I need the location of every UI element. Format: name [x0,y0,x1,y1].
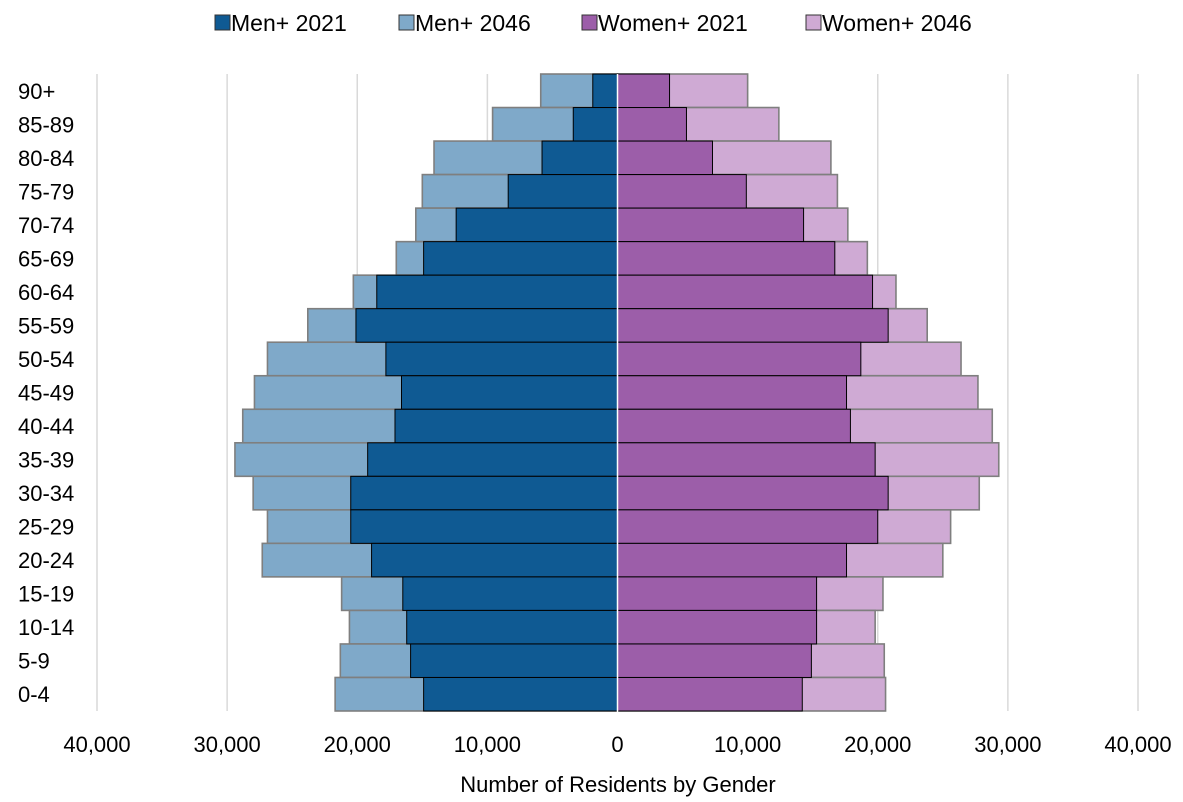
x-axis-tick-labels: 40,000 30,000 20,000 10,000 0 10,000 20,000 30,… [63,732,1171,757]
bar-womenplus-2021-70-74 [617,207,805,243]
bar-womenplus-2021-45-49 [617,375,848,410]
bar-womenplus-2021-40-44 [617,408,851,444]
y-tick-label-60-64: 60-64 [18,280,74,305]
bar-menplus-2021-90plus [592,73,618,109]
y-tick-label-25-29: 25-29 [18,515,74,540]
y-tick-label-40-44: 40-44 [18,414,74,439]
x-tick-label-1: 30,000 [193,732,260,757]
bar-womenplus-2021-65-69 [617,241,836,276]
y-tick-label-80-84: 80-84 [18,146,74,171]
bar-womenplus-2021-35-39 [617,442,876,477]
x-tick-label-4: 0 [611,732,623,757]
y-tick-label-90plus: 90+ [18,79,55,104]
x-tick-label-5: 10,000 [714,732,781,757]
bar-womenplus-2021-10-14 [617,609,818,645]
y-tick-label-70-74: 70-74 [18,213,74,238]
bar-womenplus-2021-15-19 [617,576,818,611]
legend-label-womenplus-2021: Women+ 2021 [598,10,748,36]
bar-womenplus-2021-60-64 [617,274,874,310]
legend-swatch-womenplus-2046 [805,14,822,31]
legend: Men+ 2021 Men+ 2046 Women+ 2021 Women+ 2046 [214,10,972,36]
x-tick-label-2: 20,000 [324,732,391,757]
legend-swatch-menplus-2021 [214,14,231,31]
x-axis-title: Number of Residents by Gender [460,772,776,797]
bar-menplus-2021-45-49 [400,375,618,410]
legend-label-menplus-2046: Men+ 2046 [415,10,531,36]
bar-menplus-2021-50-54 [385,341,618,377]
legend-swatch-womenplus-2021 [581,14,598,31]
bar-menplus-2021-80-84 [541,140,619,176]
y-tick-label-20-24: 20-24 [18,548,74,573]
bar-womenplus-2021-20-24 [617,542,848,578]
y-tick-label-55-59: 55-59 [18,313,74,338]
bar-womenplus-2021-75-79 [617,174,747,209]
bar-menplus-2021-55-59 [355,308,618,343]
bar-menplus-2021-65-69 [423,241,618,276]
bar-womenplus-2021-25-29 [617,509,879,544]
y-tick-label-50-54: 50-54 [18,347,74,372]
bar-menplus-2021-35-39 [367,442,618,477]
x-tick-label-8: 40,000 [1104,732,1171,757]
bar-menplus-2021-75-79 [507,174,619,209]
legend-label-womenplus-2046: Women+ 2046 [822,10,972,36]
bar-womenplus-2021-55-59 [617,308,889,343]
y-tick-label-35-39: 35-39 [18,448,74,473]
y-tick-label-85-89: 85-89 [18,112,74,137]
bar-menplus-2021-5-9 [410,643,618,678]
bar-womenplus-2021-50-54 [617,341,862,377]
y-tick-label-5-9: 5-9 [18,649,50,674]
bar-menplus-2021-20-24 [371,542,618,578]
bar-womenplus-2021-0-4 [617,676,803,712]
bar-menplus-2021-30-34 [350,475,618,511]
bar-womenplus-2021-90plus [617,73,671,109]
x-tick-label-3: 10,000 [454,732,521,757]
bar-womenplus-2021-30-34 [617,475,889,511]
bar-womenplus-2021-80-84 [617,140,713,176]
y-tick-label-65-69: 65-69 [18,246,74,271]
bar-menplus-2021-40-44 [394,408,618,444]
y-axis-tick-labels: 90+ 85-89 80-84 75-79 70-74 65-69 60-64 55-59 50… [18,79,74,707]
bar-menplus-2021-25-29 [350,509,618,544]
y-tick-label-45-49: 45-49 [18,381,74,406]
y-tick-label-15-19: 15-19 [18,582,74,607]
x-tick-label-7: 30,000 [974,732,1041,757]
x-tick-label-0: 40,000 [63,732,130,757]
bar-menplus-2021-10-14 [406,609,619,645]
bar-menplus-2021-85-89 [572,107,619,142]
y-tick-label-10-14: 10-14 [18,615,74,640]
y-tick-label-75-79: 75-79 [18,179,74,204]
bar-womenplus-2021-5-9 [617,643,812,678]
legend-label-menplus-2021: Men+ 2021 [231,10,347,36]
bar-menplus-2021-70-74 [455,207,618,243]
x-tick-label-6: 20,000 [844,732,911,757]
bar-menplus-2021-0-4 [423,676,618,712]
bar-menplus-2021-60-64 [376,274,618,310]
legend-swatch-menplus-2046 [398,14,415,31]
bar-womenplus-2021-85-89 [617,107,687,142]
y-tick-label-30-34: 30-34 [18,481,74,506]
y-tick-label-0-4: 0-4 [18,682,50,707]
bar-menplus-2021-15-19 [402,576,619,611]
